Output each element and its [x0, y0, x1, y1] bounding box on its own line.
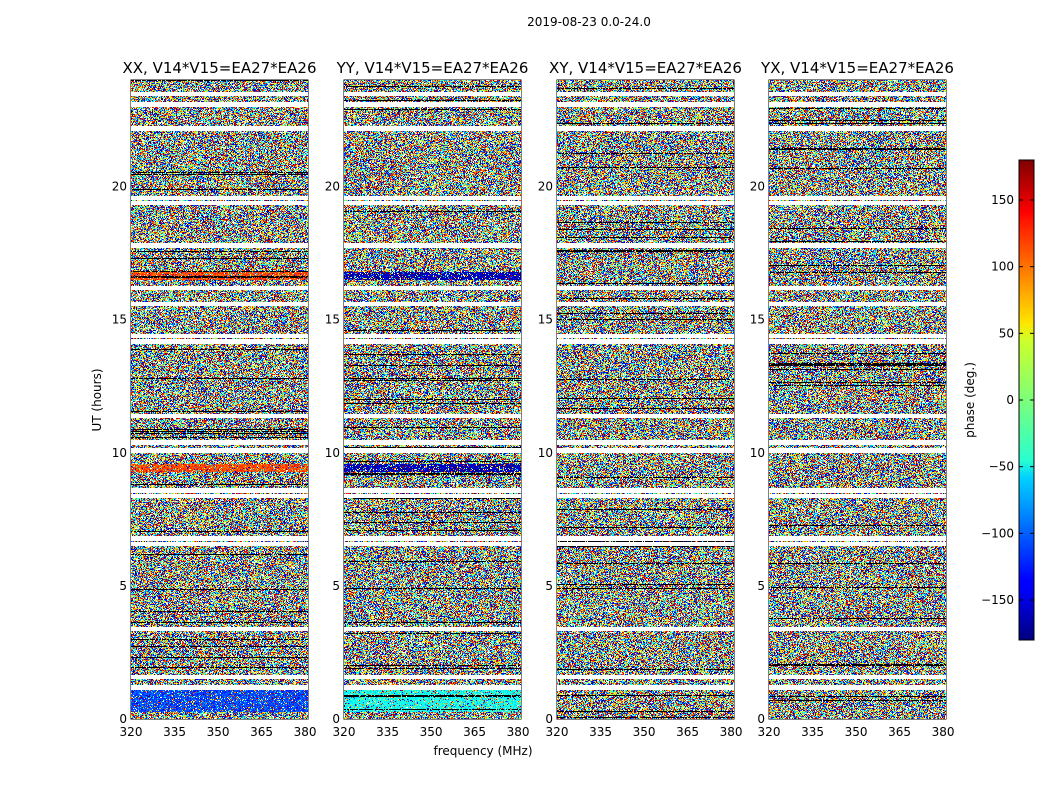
panel-title: XX, V14*V15=EA27*EA26 — [122, 59, 316, 77]
x-axis-label: frequency (MHz) — [433, 744, 532, 758]
y-tick-label: 5 — [757, 579, 765, 593]
x-tick-label: 365 — [463, 725, 486, 739]
x-tick-label: 335 — [589, 725, 612, 739]
y-tick-label: 0 — [545, 712, 553, 726]
x-tick-label: 365 — [676, 725, 699, 739]
y-tick-label: 5 — [545, 579, 553, 593]
colorbar-tick-label: 150 — [991, 193, 1014, 207]
y-tick-label: 5 — [119, 579, 127, 593]
x-tick-label: 380 — [507, 725, 530, 739]
y-tick-label: 15 — [325, 313, 340, 327]
x-tick-label: 320 — [333, 725, 356, 739]
x-tick-label: 335 — [801, 725, 824, 739]
x-tick-label: 365 — [888, 725, 911, 739]
heatmap-image-xx — [131, 80, 308, 719]
x-tick-label: 380 — [294, 725, 317, 739]
y-tick-label: 15 — [538, 313, 553, 327]
panel-title: YX, V14*V15=EA27*EA26 — [760, 59, 954, 77]
x-tick-label: 365 — [250, 725, 273, 739]
colorbar-ticks: −150 −100 −50 0 50 100 150 — [981, 193, 1034, 607]
y-tick-label: 10 — [538, 446, 553, 460]
y-tick-label: 15 — [112, 313, 127, 327]
x-tick-label: 380 — [720, 725, 743, 739]
y-tick-label: 10 — [325, 446, 340, 460]
x-tick-label: 350 — [845, 725, 868, 739]
x-tick-label: 380 — [932, 725, 955, 739]
x-tick-label: 335 — [376, 725, 399, 739]
axis-labels: frequency (MHz) UT (hours) — [90, 368, 533, 758]
y-tick-label: 20 — [750, 180, 765, 194]
y-tick-label: 0 — [757, 712, 765, 726]
x-tick-label: 350 — [207, 725, 230, 739]
panel-xx: XX, V14*V15=EA27*EA26 320 335 350 365 380 0 5 10… — [112, 59, 317, 739]
heatmap-image-yy — [344, 80, 521, 719]
colorbar: −150 −100 −50 0 50 100 150 phase (deg.) — [963, 159, 1035, 641]
x-tick-label: 350 — [633, 725, 656, 739]
y-tick-label: 20 — [112, 180, 127, 194]
panel-title: XY, V14*V15=EA27*EA26 — [549, 59, 742, 77]
x-tick-label: 320 — [758, 725, 781, 739]
colorbar-label: phase (deg.) — [963, 362, 977, 438]
colorbar-tick-label: −50 — [989, 460, 1014, 474]
colorbar-tick-label: 100 — [991, 260, 1014, 274]
x-tick-label: 320 — [120, 725, 143, 739]
y-tick-label: 10 — [112, 446, 127, 460]
figure-title: 2019-08-23 0.0-24.0 — [527, 15, 651, 29]
colorbar-tick-label: 50 — [999, 326, 1014, 340]
y-axis-label: UT (hours) — [90, 368, 104, 431]
heatmap-image-xy — [557, 80, 734, 719]
y-tick-label: 20 — [538, 180, 553, 194]
x-tick-label: 350 — [420, 725, 443, 739]
y-tick-label: 20 — [325, 180, 340, 194]
y-tick-label: 0 — [119, 712, 127, 726]
colorbar-tick-label: −150 — [981, 593, 1014, 607]
x-tick-label: 320 — [546, 725, 569, 739]
y-tick-label: 10 — [750, 446, 765, 460]
panel-title: YY, V14*V15=EA27*EA26 — [336, 59, 529, 77]
x-tick-label: 335 — [163, 725, 186, 739]
y-tick-label: 5 — [332, 579, 340, 593]
y-tick-label: 0 — [332, 712, 340, 726]
panel-xy: XY, V14*V15=EA27*EA26 320 335 350 365 380 0 5 10… — [538, 59, 743, 739]
colorbar-tick-label: −100 — [981, 526, 1014, 540]
y-tick-label: 15 — [750, 313, 765, 327]
heatmap-image-yx — [769, 80, 946, 719]
colorbar-tick-label: 0 — [1006, 393, 1014, 407]
